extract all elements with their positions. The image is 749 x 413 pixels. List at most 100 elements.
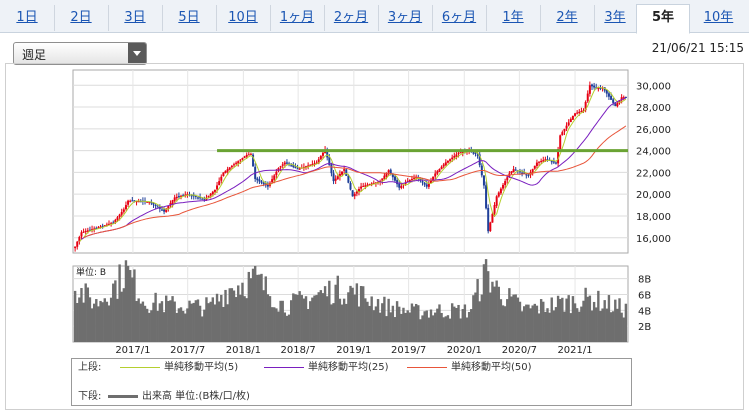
volume-bar — [506, 299, 509, 342]
tab-9[interactable]: 6ヶ月 — [432, 5, 487, 31]
tab-4[interactable]: 5日 — [162, 5, 217, 31]
candle-body — [588, 85, 591, 94]
tab-14[interactable]: 10年 — [688, 5, 749, 31]
candle-body — [550, 161, 553, 163]
legend-ma25: 単純移動平均(25) — [264, 361, 389, 375]
tab-6[interactable]: 1ヶ月 — [270, 5, 325, 31]
candle-body — [442, 164, 445, 167]
candle-body — [544, 159, 547, 161]
volume-bar — [357, 306, 361, 342]
volume-bar — [330, 304, 333, 342]
candle-body — [569, 119, 572, 123]
tab-11[interactable]: 2年 — [540, 5, 595, 31]
volume-bar — [148, 312, 151, 342]
x-tick-label: 2021/1 — [557, 345, 592, 356]
legend-volume: 出来高 単位:(B株/口/枚) — [108, 390, 250, 404]
volume-bar — [446, 315, 450, 342]
tab-13[interactable]: 5年 — [636, 4, 690, 34]
volume-bar — [444, 316, 448, 342]
candle-body — [453, 155, 456, 158]
volume-bar — [243, 296, 246, 342]
volume-bar — [383, 296, 386, 342]
volume-bar — [262, 290, 265, 342]
candle-body — [99, 226, 102, 228]
tab-1[interactable]: 1日 — [0, 5, 55, 31]
candle-body — [618, 100, 621, 104]
volume-bar — [529, 308, 532, 342]
volume-bar — [516, 297, 520, 342]
candle-body — [345, 169, 348, 176]
candle-body — [559, 135, 562, 150]
price-tick-label: 26,000 — [636, 125, 671, 136]
volume-bar — [78, 297, 81, 342]
period-type-select[interactable]: 週足 — [13, 42, 147, 65]
volume-bar — [260, 273, 263, 342]
volume-bar — [296, 294, 299, 342]
candle-body — [78, 237, 81, 242]
volume-bar — [114, 280, 117, 342]
volume-bar — [592, 301, 596, 342]
volume-bar — [332, 303, 335, 342]
volume-bar — [423, 311, 426, 342]
volume-bar — [258, 274, 261, 342]
tab-2[interactable]: 2日 — [54, 5, 109, 31]
tab-5[interactable]: 10日 — [216, 5, 271, 31]
candle-body — [86, 230, 89, 232]
candle-body — [554, 162, 557, 164]
volume-bar — [434, 312, 437, 342]
volume-bar — [133, 269, 136, 342]
volume-bar — [616, 308, 619, 342]
volume-bar — [179, 307, 183, 342]
candle-body — [429, 180, 432, 184]
tab-3[interactable]: 3日 — [108, 5, 163, 31]
tab-10[interactable]: 1年 — [486, 5, 541, 31]
candle-body — [393, 176, 396, 181]
volume-bar — [80, 288, 83, 342]
candle-body — [156, 206, 159, 208]
volume-bar — [304, 296, 308, 342]
candle-body — [76, 241, 79, 247]
candle-body — [103, 225, 106, 227]
volume-bar — [486, 271, 490, 342]
candle-body — [474, 152, 477, 154]
volume-bar — [542, 301, 545, 342]
volume-bar — [402, 307, 405, 342]
tab-7[interactable]: 2ヶ月 — [324, 5, 379, 31]
candle-body — [213, 189, 216, 192]
candle-body — [620, 97, 623, 101]
volume-bar — [609, 312, 613, 342]
volume-bar — [501, 305, 505, 342]
candle-body — [220, 176, 223, 181]
timestamp: 21/06/21 15:15 — [651, 41, 744, 55]
volume-bar — [482, 264, 486, 342]
chevron-down-icon — [128, 43, 146, 64]
volume-bar — [406, 310, 409, 342]
volume-bar — [107, 305, 111, 342]
volume-bar — [201, 316, 204, 342]
volume-bar — [607, 295, 611, 342]
candle-body — [565, 125, 568, 129]
volume-bar — [165, 295, 168, 342]
candle-body — [370, 183, 373, 185]
candle-body — [436, 171, 439, 174]
price-pane — [72, 69, 629, 254]
candle-body — [364, 185, 367, 187]
volume-bar — [531, 305, 534, 342]
volume-bar — [455, 308, 458, 342]
candle-body — [82, 231, 85, 233]
candle-body — [199, 197, 202, 199]
volume-bar — [247, 271, 251, 342]
candle-body — [385, 172, 388, 177]
candle-body — [285, 162, 288, 164]
candle-body — [396, 180, 399, 185]
volume-bar — [224, 289, 227, 342]
candle-body — [105, 224, 108, 226]
volume-bar — [527, 304, 530, 342]
price-tick-label: 28,000 — [636, 103, 671, 114]
tab-8[interactable]: 3ヶ月 — [378, 5, 433, 31]
volume-bar — [281, 300, 284, 342]
candle-body — [610, 96, 613, 100]
volume-tick-label: 2B — [638, 322, 651, 333]
ma5-line — [79, 86, 627, 243]
